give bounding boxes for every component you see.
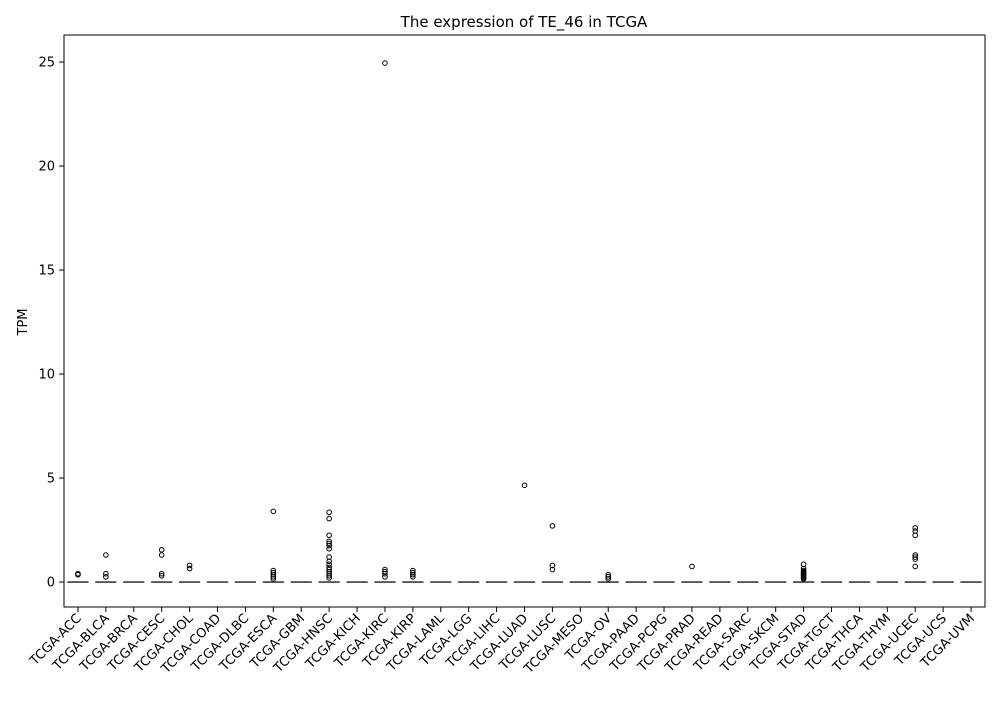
outlier-point — [912, 554, 919, 560]
outlier-point — [382, 570, 388, 577]
outlier-point — [326, 558, 332, 565]
outlier-point — [326, 509, 332, 516]
plot-area: 0510152025TCGA-ACCTCGA-BLCATCGA-BRCATCGA… — [27, 56, 982, 677]
outlier-point — [382, 574, 388, 580]
outlier-point — [158, 570, 165, 577]
outlier-point — [912, 532, 919, 539]
outlier-point — [800, 576, 807, 582]
outlier-point — [410, 574, 416, 580]
outlier-point — [158, 573, 165, 579]
chart-title: The expression of TE_46 in TCGA — [400, 13, 648, 32]
y-tick-label: 15 — [38, 264, 55, 279]
outlier-point — [270, 508, 277, 515]
outlier-point — [605, 576, 612, 582]
y-tick-label: 25 — [38, 56, 55, 71]
outlier-point — [326, 532, 332, 539]
outlier-point — [326, 540, 332, 547]
outlier-point — [912, 556, 919, 562]
outlier-point — [382, 568, 388, 575]
outlier-point — [410, 571, 416, 578]
y-tick-label: 0 — [47, 576, 55, 591]
outlier-point — [103, 552, 109, 558]
outlier-point — [521, 482, 528, 489]
outlier-point — [75, 570, 81, 577]
outlier-point — [549, 566, 556, 573]
outlier-point — [689, 563, 695, 570]
outlier-point — [549, 523, 556, 529]
y-tick-label: 10 — [38, 368, 55, 383]
outlier-point — [270, 574, 277, 580]
y-tick-label: 5 — [47, 472, 55, 487]
outlier-point — [270, 576, 277, 582]
y-axis-label: TPM — [16, 309, 31, 337]
outlier-point — [186, 562, 193, 569]
outlier-point — [326, 542, 332, 549]
outlier-point — [326, 573, 332, 579]
outlier-point — [605, 574, 612, 580]
outlier-point — [326, 545, 332, 552]
outlier-point — [912, 563, 919, 570]
y-tick-label: 20 — [38, 160, 55, 175]
outlier-point — [103, 574, 109, 580]
outlier-point — [158, 547, 165, 553]
outlier-point — [103, 570, 109, 577]
outlier-point — [326, 515, 332, 522]
outlier-point — [326, 561, 332, 568]
outlier-point — [382, 60, 388, 66]
outlier-point — [158, 552, 165, 558]
outlier-point — [186, 565, 193, 572]
plot-frame — [63, 34, 986, 608]
outlier-point — [326, 575, 332, 581]
outlier-point — [912, 525, 919, 531]
